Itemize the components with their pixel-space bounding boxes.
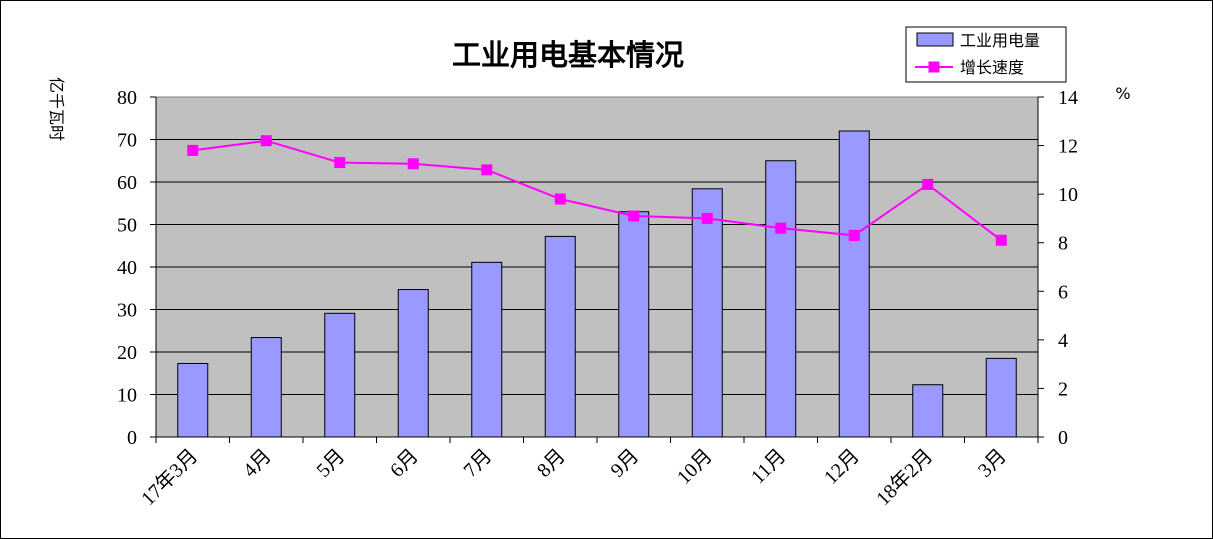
y-tick-label: 40 [117, 257, 137, 279]
x-tick-label: 3月 [974, 445, 1011, 482]
growth-rate-marker [701, 212, 713, 224]
x-tick-label: 6月 [386, 445, 423, 482]
y2-tick-label: 4 [1058, 330, 1068, 352]
x-tick-label: 7月 [460, 445, 497, 482]
growth-rate-marker [334, 157, 346, 169]
y-tick-label: 20 [117, 342, 137, 364]
x-tick-label: 10月 [673, 445, 717, 489]
bar [324, 312, 356, 438]
y-tick-label: 0 [127, 427, 137, 449]
x-tick-label: 12月 [820, 445, 864, 489]
x-tick-label: 5月 [313, 445, 350, 482]
y-tick-label: 70 [117, 130, 137, 152]
growth-rate-marker [628, 210, 640, 222]
growth-rate-marker [775, 222, 787, 234]
growth-rate-marker [260, 135, 272, 147]
y2-tick-label: 2 [1058, 378, 1068, 400]
x-tick-label: 9月 [607, 445, 644, 482]
legend-swatch-bar [916, 32, 954, 47]
plot-area: 0 10 20 30 40 50 60 70 80 0 2 4 6 8 10 12 14 17年3月 4月 5月 6月 7… [117, 87, 1078, 510]
bar [250, 337, 282, 438]
bar [985, 357, 1017, 438]
y2-tick-label: 8 [1058, 233, 1068, 255]
y-tick-label: 10 [117, 385, 137, 407]
y-tick-label: 80 [117, 87, 137, 109]
x-tick-label: 8月 [533, 445, 570, 482]
x-tick-label: 17年3月 [137, 444, 203, 510]
y-tick-label: 30 [117, 300, 137, 322]
bar [618, 211, 650, 438]
y-axis-label: 亿千瓦时 [47, 77, 66, 141]
y2-tick-label: 14 [1058, 87, 1078, 109]
growth-rate-marker [407, 158, 419, 170]
growth-rate-line [192, 139, 1002, 242]
y-tick-label: 50 [117, 215, 137, 237]
legend-label-bar: 工业用电量 [960, 31, 1040, 50]
growth-rate-marker [848, 229, 860, 241]
y2-axis-label: % [1115, 84, 1130, 103]
bar [691, 188, 723, 438]
chart-title: 工业用电基本情况 [452, 38, 684, 72]
growth-rate-marker [922, 178, 934, 190]
y2-tick-label: 6 [1058, 281, 1068, 303]
growth-rate-marker [187, 144, 199, 156]
growth-rate-marker [481, 164, 493, 176]
bar [177, 362, 209, 438]
x-tick-label: 18年2月 [872, 444, 938, 510]
growth-rate-marker [995, 234, 1007, 246]
bar [397, 289, 429, 438]
y2-tick-label: 10 [1058, 184, 1078, 206]
legend-label-line: 增长速度 [960, 58, 1024, 77]
growth-rate-marker [554, 193, 566, 205]
bar [765, 160, 797, 438]
bar [912, 384, 944, 438]
y2-tick-label: 0 [1058, 427, 1068, 449]
legend-swatch-marker [928, 61, 940, 73]
bar [471, 261, 503, 438]
bar [838, 130, 870, 438]
y-tick-label: 60 [117, 172, 137, 194]
bar [544, 235, 576, 438]
x-tick-label: 4月 [239, 445, 276, 482]
y2-tick-label: 12 [1058, 136, 1078, 158]
x-tick-label: 11月 [747, 445, 790, 488]
